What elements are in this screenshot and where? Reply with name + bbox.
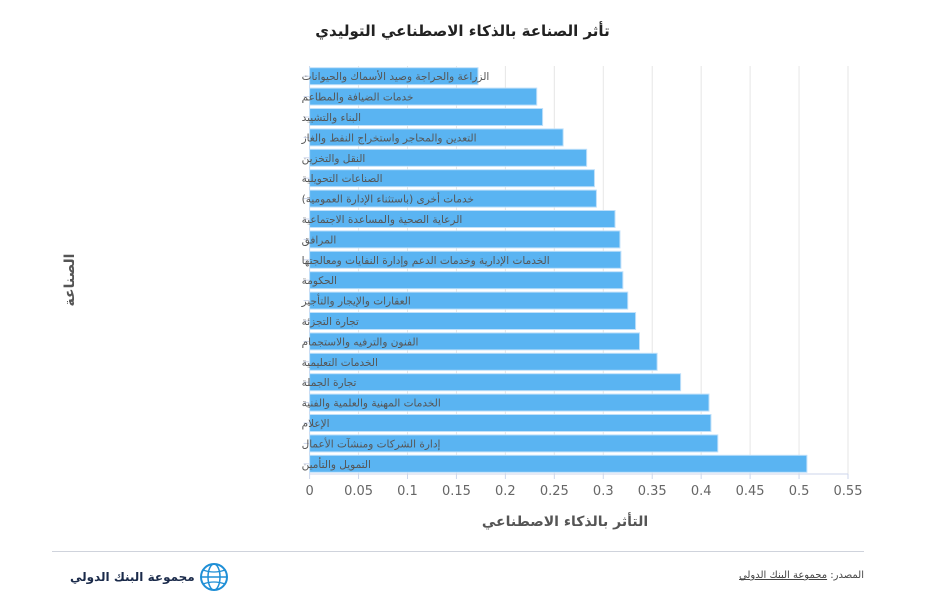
y-tick-label: البناء والتشييد [302,112,362,124]
x-tick-label: 0.4 [691,484,712,499]
world-bank-logo[interactable]: مجموعة البنك الدولي [70,562,229,592]
y-tick-label: الصناعات التحويلية [302,173,383,185]
x-tick-label: 0.1 [397,484,418,499]
x-axis-title: التأثر بالذكاء الاصطناعي [482,512,648,530]
y-tick-label: تجارة التجزئة [302,316,359,328]
bar[interactable] [309,414,712,432]
logo-text: مجموعة البنك الدولي [70,570,195,584]
y-tick-label: الرعاية الصحية والمساعدة الاجتماعية [302,214,463,226]
x-tick-label: 0.5 [789,484,810,499]
x-tick-label: 0.2 [495,484,516,499]
bar[interactable] [309,373,682,392]
chart-title: تأثر الصناعة بالذكاء الاصطناعي التوليدي [315,22,610,40]
y-tick-label: الخدمات المهنية والعلمية والفنية [302,398,441,410]
x-tick-label: 0.15 [442,484,471,499]
y-tick-label: الخدمات التعليمية [302,357,378,369]
source-note: المصدر: مجموعة البنك الدولي [739,570,864,581]
y-tick-label: خدمات الضيافة والمطاعم [302,92,414,104]
x-tick-label: 0.3 [593,484,614,499]
y-tick-label: الزراعة والحراجة وصيد الأسماك والحيوانات [302,70,490,83]
y-tick-label: تجارة الجملة [302,377,357,389]
y-tick-label: التعدين والمحاجر واستخراج النفط والغاز [301,132,477,144]
y-tick-label: التمويل والتأمين [302,457,371,471]
x-tick-label: 0.05 [344,484,373,499]
globe-icon [199,563,228,591]
y-tick-label: الحكومة [302,275,337,287]
source-label: المصدر: [830,570,864,581]
x-tick-label: 0.35 [638,484,667,499]
y-tick-label: المرافق [302,234,337,246]
y-tick-label: العقارات والإيجار والتأجير [301,294,411,308]
bar[interactable] [309,230,621,249]
x-tick-label: 0.25 [540,484,569,499]
y-tick-label: الفنون والترفيه والاستجمام [302,336,419,348]
y-tick-label: إدارة الشركات ومنشآت الأعمال [302,437,441,450]
y-tick-label: النقل والتخزين [302,153,366,165]
source-link[interactable]: مجموعة البنك الدولي [739,570,828,581]
bar[interactable] [309,271,624,290]
y-tick-label: الخدمات الإدارية وخدمات الدعم وإدارة الن… [302,255,550,267]
y-tick-label: الإعلام [302,418,330,430]
footer-divider [52,551,864,552]
bar[interactable] [309,454,808,473]
x-tick-label: 0.45 [736,484,765,499]
y-tick-label: خدمات أخرى (باستثناء الإدارة العمومية) [302,192,474,206]
y-axis-title: الصناعة [62,254,78,307]
x-tick-label: 0.55 [834,484,863,499]
x-tick-label: 0 [305,484,313,499]
